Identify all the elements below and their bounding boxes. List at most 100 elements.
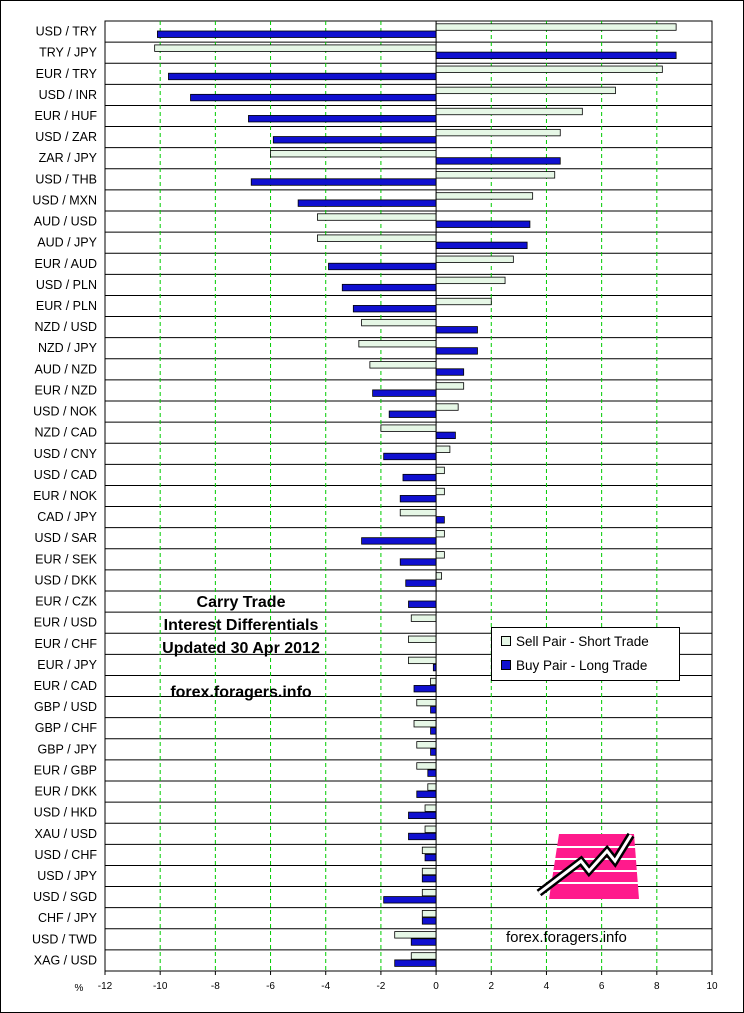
buy-bar [383, 896, 437, 904]
buy-bar [435, 368, 465, 376]
rising-chart-logo-icon [536, 832, 639, 899]
category-label: XAG / USD [34, 953, 97, 967]
sell-bar [435, 551, 445, 559]
category-label: EUR / USD [34, 616, 97, 630]
sell-bar [435, 171, 556, 179]
sell-bar [416, 698, 437, 707]
annotation-title: Carry Trade [196, 594, 286, 611]
legend-label-sell: Sell Pair - Short Trade [516, 633, 649, 649]
buy-bar [399, 495, 437, 503]
x-tick-label: 10 [706, 981, 718, 992]
buy-bar [435, 431, 456, 440]
sell-bar [421, 910, 437, 918]
x-tick-label: 4 [544, 981, 550, 992]
annotation-site-top: forex.foragers.info [170, 684, 312, 701]
category-label: NZD / USD [35, 320, 98, 334]
buy-bar [430, 727, 437, 735]
buy-bar [402, 473, 437, 482]
category-label: CAD / JPY [37, 510, 97, 524]
category-label: EUR / GBP [34, 763, 97, 777]
buy-bar [190, 93, 437, 102]
sell-bar [421, 846, 437, 855]
sell-bar [317, 213, 437, 221]
sell-bar [435, 255, 514, 263]
sell-bar [435, 530, 445, 538]
sell-bar [435, 65, 663, 73]
category-label: USD / NOK [33, 405, 98, 419]
sell-bar [435, 276, 506, 285]
sell-bar [408, 635, 437, 643]
sell-bar [435, 23, 677, 31]
sell-bar [394, 931, 437, 939]
buy-bar [435, 51, 677, 60]
sell-bar [435, 128, 561, 137]
category-label: USD / HKD [34, 806, 97, 820]
sell-bar [435, 466, 445, 475]
buy-bar [168, 72, 437, 81]
sell-bar [410, 952, 437, 960]
sell-bar [380, 424, 437, 432]
sell-bar [435, 86, 616, 95]
annotation-site-bottom: forex.foragers.info [506, 929, 627, 946]
category-label: EUR / NOK [33, 489, 98, 503]
category-label: AUD / JPY [37, 236, 97, 250]
buy-bar [394, 959, 437, 967]
category-label: EUR / HUF [35, 109, 98, 123]
buy-bar [408, 832, 437, 841]
buy-bar [405, 579, 437, 587]
sell-bar [416, 741, 437, 749]
sell-bar [413, 720, 437, 728]
category-label: NZD / JPY [38, 341, 98, 355]
buy-bar [424, 853, 437, 862]
x-tick-label: 2 [488, 981, 494, 992]
sell-bar [435, 192, 534, 200]
category-label: USD / JPY [37, 869, 97, 883]
sell-bar [435, 107, 583, 116]
buy-bar [408, 811, 437, 820]
category-label: USD / TWD [32, 932, 97, 946]
buy-bar [435, 326, 478, 334]
sell-bar [435, 445, 451, 453]
category-label: EUR / NZD [35, 383, 98, 397]
category-label: AUD / NZD [35, 362, 98, 376]
category-label: GBP / USD [34, 700, 97, 714]
x-tick-label: 0 [433, 981, 439, 992]
legend-swatch-buy [501, 660, 511, 670]
category-label: EUR / CZK [35, 595, 97, 609]
category-label: CHF / JPY [38, 911, 98, 925]
category-label: USD / SAR [34, 531, 97, 545]
sell-bar [421, 888, 437, 897]
buy-bar [157, 30, 437, 38]
sell-bar [399, 508, 437, 517]
x-tick-label: -6 [266, 981, 275, 992]
buy-bar [372, 389, 437, 397]
category-label: USD / INR [39, 88, 97, 102]
buy-bar [297, 199, 437, 207]
buy-bar [250, 178, 437, 186]
x-tick-label: -8 [211, 981, 220, 992]
category-label: EUR / JPY [37, 658, 97, 672]
annotation-subtitle: Interest Differentials [163, 617, 319, 634]
buy-bar [427, 769, 437, 777]
category-label: USD / THB [35, 172, 97, 186]
sell-bar [358, 340, 437, 348]
sell-bar [424, 804, 437, 812]
sell-bar [427, 783, 437, 791]
category-label: EUR / DKK [34, 785, 97, 799]
x-tick-label: -12 [98, 981, 113, 992]
buy-bar [435, 516, 445, 524]
category-label: EUR / SEK [35, 552, 97, 566]
category-label: AUD / USD [34, 215, 97, 229]
category-label: USD / PLN [36, 278, 97, 292]
category-label: USD / TRY [36, 25, 98, 39]
buy-bar [435, 347, 478, 355]
buy-bar [352, 305, 437, 313]
buy-bar [328, 262, 437, 271]
category-label: USD / CNY [34, 447, 98, 461]
category-label: GBP / JPY [37, 742, 97, 756]
x-tick-label: -10 [153, 981, 168, 992]
category-label: ZAR / JPY [39, 151, 98, 165]
legend-swatch-sell [501, 636, 511, 646]
buy-bar [341, 283, 437, 292]
